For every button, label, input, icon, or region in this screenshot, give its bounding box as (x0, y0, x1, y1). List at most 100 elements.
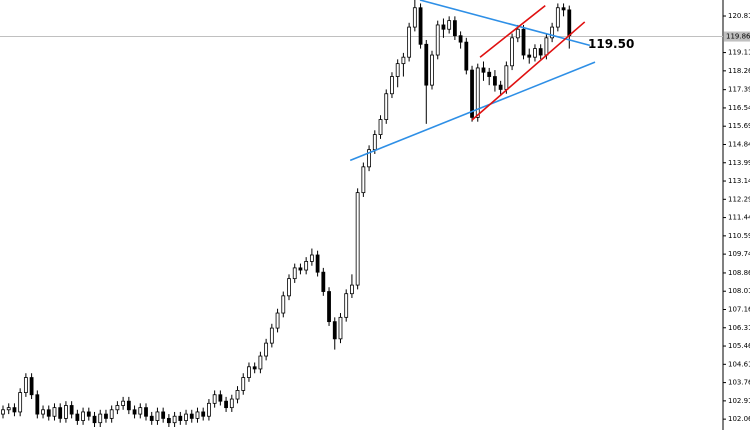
candle-body (481, 67, 486, 73)
candle-body (338, 316, 343, 340)
y-tick-label: 102.915 (728, 397, 750, 405)
candle-body (264, 342, 269, 357)
candle-body (229, 398, 234, 409)
candle-body (166, 417, 171, 424)
y-tick-label: 118.265 (728, 67, 750, 75)
candle-body (441, 24, 446, 30)
candle-body (533, 48, 537, 58)
candle-body (447, 20, 452, 30)
candle-body (510, 37, 514, 67)
candle-body (309, 254, 314, 262)
annotation: 119.50 (588, 37, 634, 51)
candle-body (464, 41, 469, 71)
candle-body (350, 284, 354, 295)
candle-body (401, 56, 406, 65)
candle-body (6, 407, 11, 411)
candle-body (41, 409, 45, 415)
candle-body (109, 409, 114, 419)
candle-body (287, 278, 291, 297)
candle-body (430, 54, 434, 86)
candle-body (498, 84, 503, 90)
candle-body (292, 267, 297, 280)
current-price-label: 119.860 (726, 33, 750, 41)
candle-body (201, 411, 206, 417)
y-tick-label: 106.315 (728, 324, 750, 332)
current-price-box (724, 31, 750, 42)
candle-body (538, 48, 543, 56)
y-tick-label: 120.815 (728, 12, 750, 20)
candle-body (504, 65, 509, 90)
candle-body (418, 7, 423, 45)
candle-body (155, 411, 160, 421)
trendline (479, 4, 546, 58)
candle-body (515, 28, 520, 39)
candle-body (407, 26, 412, 58)
candle-body (64, 405, 68, 419)
candle-body (12, 407, 17, 413)
candle-body (126, 400, 131, 411)
candle-body (52, 407, 57, 417)
y-tick-label: 102.065 (728, 415, 750, 423)
candle-body (69, 405, 74, 415)
candle-body (269, 327, 274, 344)
candle-body (241, 377, 246, 391)
y-tick-label: 105.465 (728, 342, 750, 350)
y-tick-label: 110.590 (728, 232, 750, 240)
candle-body (46, 409, 51, 417)
candle-body (212, 394, 217, 404)
candle-body (92, 415, 97, 424)
candle-body (521, 28, 526, 56)
candle-body (207, 402, 211, 417)
candle-body (1, 409, 5, 415)
candle-body (184, 413, 188, 421)
y-tick-label: 107.165 (728, 305, 750, 313)
candle-body (224, 400, 228, 409)
y-tick-label: 108.865 (728, 269, 750, 277)
y-tick-label: 113.990 (728, 159, 750, 167)
candle-body (189, 413, 194, 419)
candle-body (452, 20, 457, 37)
candle-body (172, 415, 177, 424)
y-tick-label: 114.840 (728, 140, 750, 148)
candle-body (298, 267, 303, 271)
y-tick-label: 103.765 (728, 379, 750, 387)
y-tick-label: 104.615 (728, 360, 750, 368)
candle-body (86, 411, 91, 417)
candle-body (235, 390, 240, 400)
candle-body (487, 71, 492, 77)
y-tick-label: 116.540 (728, 104, 750, 112)
candle-body (378, 119, 383, 135)
candle-body (247, 366, 251, 378)
candle-body (424, 43, 429, 86)
candle-body (367, 149, 371, 168)
y-tick-label: 111.440 (728, 214, 750, 222)
y-tick-label: 117.390 (728, 86, 750, 94)
y-tick-label: 113.140 (728, 177, 750, 185)
candle-body (435, 24, 440, 56)
candle-body (275, 312, 280, 329)
candle-body (555, 7, 560, 28)
candle-body (395, 63, 400, 77)
y-tick-label: 119.115 (728, 49, 750, 57)
candle-body (115, 405, 120, 411)
candle-body (567, 9, 572, 37)
candle-body (321, 271, 326, 292)
candle-body (149, 415, 154, 421)
y-tick-label: 112.290 (728, 195, 750, 203)
candle-body (361, 166, 366, 194)
candle-body (23, 377, 28, 393)
candle-body (18, 392, 23, 413)
candle-body (470, 69, 474, 118)
candle-body (344, 293, 349, 318)
candle-body (178, 415, 183, 421)
candle-body (138, 407, 143, 415)
candle-body (35, 394, 40, 415)
candle-body (561, 7, 566, 11)
trendline (349, 61, 596, 162)
candle-body (372, 134, 377, 151)
candle-body (332, 321, 337, 340)
candle-body (458, 35, 463, 43)
candle-body (218, 394, 223, 402)
candle-body (98, 413, 103, 424)
